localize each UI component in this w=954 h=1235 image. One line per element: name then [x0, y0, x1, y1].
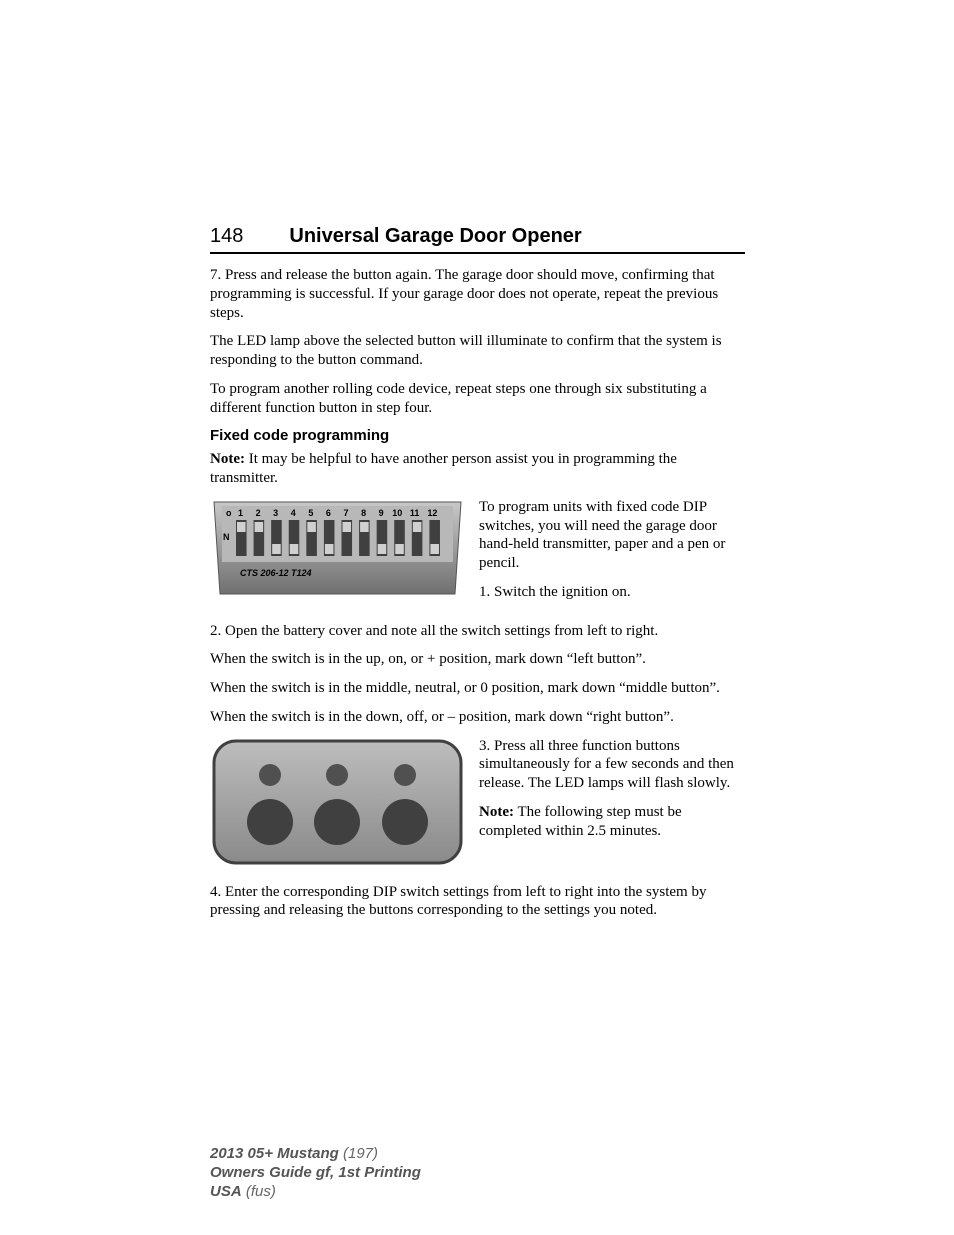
subheading-fixed-code: Fixed code programming [210, 427, 745, 444]
paragraph-step4: 4. Enter the corresponding DIP switch se… [210, 883, 745, 921]
paragraph-step2: 2. Open the battery cover and note all t… [210, 622, 745, 641]
three-button-panel-icon [210, 737, 465, 867]
paragraph-step7: 7. Press and release the button again. T… [210, 266, 745, 322]
footer-code: (197) [339, 1145, 378, 1162]
svg-text:N: N [223, 532, 230, 542]
svg-text:2: 2 [256, 508, 261, 518]
svg-text:CTS 206-12 T124: CTS 206-12 T124 [240, 568, 312, 578]
footer-line-1: 2013 05+ Mustang (197) [210, 1145, 421, 1164]
svg-text:5: 5 [308, 508, 313, 518]
footer-suffix: (fus) [242, 1183, 276, 1200]
svg-text:7: 7 [344, 508, 349, 518]
footer-region: USA [210, 1183, 242, 1200]
svg-text:10: 10 [392, 508, 402, 518]
note-text: It may be helpful to have another person… [210, 451, 677, 486]
dip-figure-block: oN123456789101112CTS 206-12 T124 To prog… [210, 498, 745, 612]
page-footer: 2013 05+ Mustang (197) Owners Guide gf, … [210, 1145, 421, 1201]
paragraph-down: When the switch is in the down, off, or … [210, 708, 745, 727]
page-content: 148 Universal Garage Door Opener 7. Pres… [210, 225, 745, 930]
page-number: 148 [210, 225, 243, 248]
buttons-figure [210, 737, 465, 867]
paragraph-led: The LED lamp above the selected button w… [210, 332, 745, 370]
svg-text:1: 1 [238, 508, 243, 518]
svg-text:9: 9 [379, 508, 384, 518]
footer-line-3: USA (fus) [210, 1183, 421, 1202]
svg-text:12: 12 [427, 508, 437, 518]
dip-switch-figure: oN123456789101112CTS 206-12 T124 [210, 498, 465, 598]
svg-text:4: 4 [291, 508, 296, 518]
svg-text:3: 3 [273, 508, 278, 518]
svg-text:o: o [226, 508, 232, 518]
buttons-figure-block: 3. Press all three function buttons simu… [210, 737, 745, 873]
footer-model: 2013 05+ Mustang [210, 1145, 339, 1162]
paragraph-up: When the switch is in the up, on, or + p… [210, 650, 745, 669]
note-label: Note: [210, 451, 245, 467]
dip-switch-icon: oN123456789101112CTS 206-12 T124 [210, 498, 465, 598]
page-header: 148 Universal Garage Door Opener [210, 225, 745, 254]
svg-text:8: 8 [361, 508, 366, 518]
paragraph-repeat: To program another rolling code device, … [210, 380, 745, 418]
note-1: Note: It may be helpful to have another … [210, 450, 745, 488]
note-label-2: Note: [479, 804, 514, 820]
svg-text:6: 6 [326, 508, 331, 518]
footer-line-2: Owners Guide gf, 1st Printing [210, 1164, 421, 1183]
section-title: Universal Garage Door Opener [289, 225, 581, 248]
paragraph-middle: When the switch is in the middle, neutra… [210, 679, 745, 698]
svg-text:11: 11 [410, 508, 420, 518]
